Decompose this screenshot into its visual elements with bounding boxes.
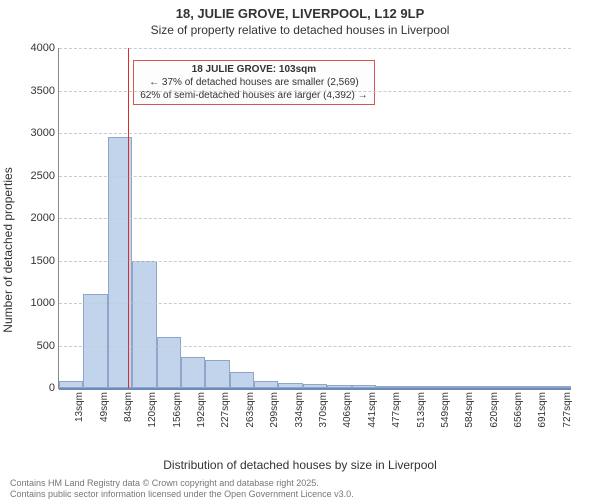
bar-underline [303,388,327,390]
annotation-box: 18 JULIE GROVE: 103sqm ← 37% of detached… [133,60,374,105]
bar-underline [83,388,107,390]
xtick-label: 120sqm [147,392,158,428]
xtick-label: 656sqm [513,392,524,428]
xtick-label: 49sqm [99,392,110,422]
bar-underline [181,388,205,390]
plot-area: 18 JULIE GROVE: 103sqm ← 37% of detached… [58,48,571,389]
bar-underline [205,388,229,390]
bar-underline [230,388,254,390]
footer-text: Contains HM Land Registry data © Crown c… [10,478,354,500]
xtick-label: 620sqm [489,392,500,428]
bar-underline [352,388,376,390]
xtick-label: 584sqm [464,392,475,428]
ytick-label: 3000 [17,127,55,139]
bar [230,372,254,388]
gridline-h [59,303,571,304]
annotation-title: 18 JULIE GROVE: 103sqm [140,63,367,76]
xtick-label: 227sqm [220,392,231,428]
bar-underline [59,388,83,390]
bar-underline [498,388,522,390]
xtick-label: 549sqm [440,392,451,428]
xtick-label: 334sqm [294,392,305,428]
ytick-label: 2500 [17,170,55,182]
bar [181,357,205,388]
ytick-label: 4000 [17,42,55,54]
xtick-label: 477sqm [391,392,402,428]
bar-underline [547,388,571,390]
footer-line1: Contains HM Land Registry data © Crown c… [10,478,354,489]
bar-underline [327,388,351,390]
x-axis-label: Distribution of detached houses by size … [0,458,600,472]
xtick-label: 299sqm [269,392,280,428]
bar [59,381,83,388]
annotation-line2: ← 37% of detached houses are smaller (2,… [140,76,367,89]
xtick-label: 513sqm [416,392,427,428]
xtick-label: 84sqm [123,392,134,422]
bar [205,360,229,388]
gridline-h [59,48,571,49]
xtick-label: 691sqm [537,392,548,428]
xtick-label: 13sqm [74,392,85,422]
gridline-h [59,346,571,347]
ytick-label: 3500 [17,85,55,97]
bar [83,294,107,388]
gridline-h [59,218,571,219]
gridline-h [59,176,571,177]
xtick-label: 441sqm [367,392,378,428]
bar-underline [522,388,546,390]
xtick-label: 156sqm [172,392,183,428]
xtick-label: 727sqm [562,392,573,428]
bar-underline [376,388,400,390]
gridline-h [59,261,571,262]
bar-underline [400,388,424,390]
bar-underline [254,388,278,390]
chart-container: 18, JULIE GROVE, LIVERPOOL, L12 9LP Size… [0,0,600,500]
xtick-label: 263sqm [245,392,256,428]
ytick-label: 1500 [17,255,55,267]
bar-underline [108,388,132,390]
ytick-label: 500 [17,340,55,352]
page-title: 18, JULIE GROVE, LIVERPOOL, L12 9LP [0,0,600,21]
xtick-label: 406sqm [342,392,353,428]
gridline-h [59,91,571,92]
bar [254,381,278,388]
bar-underline [157,388,181,390]
xtick-label: 192sqm [196,392,207,428]
y-axis-label: Number of detached properties [1,85,15,250]
bar-underline [132,388,156,390]
bar-underline [449,388,473,390]
bar-underline [425,388,449,390]
ytick-label: 2000 [17,212,55,224]
ytick-label: 1000 [17,297,55,309]
bar-underline [278,388,302,390]
bar-underline [473,388,497,390]
xtick-label: 370sqm [318,392,329,428]
page-subtitle: Size of property relative to detached ho… [0,21,600,41]
footer-line2: Contains public sector information licen… [10,489,354,500]
bar [132,261,156,389]
gridline-h [59,133,571,134]
ytick-label: 0 [17,382,55,394]
